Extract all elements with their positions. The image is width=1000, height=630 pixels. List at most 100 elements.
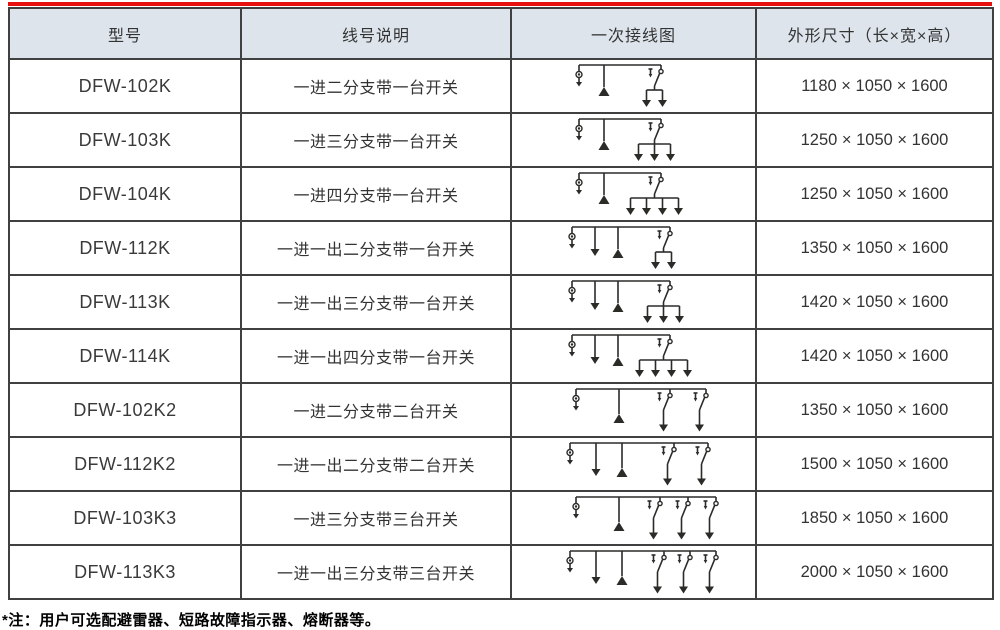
arrester-icon [574, 173, 583, 195]
single-line-diagram [574, 172, 683, 215]
incoming-cable-icon [613, 389, 624, 423]
incoming-cable-icon [612, 335, 623, 366]
model-cell: DFW-113K3 [8, 544, 242, 600]
load-switch-icon [651, 551, 667, 573]
table-row: DFW-112K2 一进一出二分支带二台开关 1500 × 1050 × 1600 [8, 436, 994, 492]
load-switch-icon [657, 227, 673, 249]
dimensions-cell: 1350 × 1050 × 1600 [755, 382, 994, 438]
branch-arrows [648, 518, 658, 540]
arrester-icon [565, 443, 574, 465]
single-line-diagram [574, 118, 675, 161]
diagram-cell [510, 274, 757, 330]
outgoing-cable-icon [590, 335, 599, 364]
single-line-diagram [571, 496, 719, 540]
table-row: DFW-103K 一进三分支带一台开关 1250 × 1050 × 1600 [8, 112, 994, 168]
load-switch-icon [703, 551, 719, 573]
branch-arrows [704, 572, 714, 594]
incoming-cable-icon [598, 119, 609, 150]
model-cell: DFW-112K [8, 220, 242, 276]
description-cell: 一进一出三分支带一台开关 [240, 274, 512, 330]
model-cell: DFW-112K2 [8, 436, 242, 492]
incoming-cable-icon [612, 281, 623, 312]
dimensions-cell: 1850 × 1050 × 1600 [755, 490, 994, 546]
model-cell: DFW-102K [8, 58, 242, 114]
table-row: DFW-112K 一进一出二分支带一台开关 1350 × 1050 × 1600 [8, 220, 994, 276]
load-switch-icon [657, 335, 673, 357]
load-switch-icon [647, 497, 663, 519]
table-body: DFW-102K 一进二分支带一台开关 1180 × 1050 × 1600 DFW-… [8, 58, 994, 600]
table-row: DFW-114K 一进一出四分支带一台开关 1420 × 1050 × 1600 [8, 328, 994, 384]
description-cell: 一进二分支带二台开关 [240, 382, 512, 438]
model-cell: DFW-103K [8, 112, 242, 168]
load-switch-icon [648, 65, 664, 87]
dimensions-cell: 1180 × 1050 × 1600 [755, 58, 994, 114]
diagram-cell [510, 220, 757, 276]
branch-arrows [633, 140, 675, 161]
column-header-diagram: 一次接线图 [510, 7, 757, 60]
arrester-icon [571, 497, 580, 519]
arrester-icon [565, 551, 574, 573]
diagram-cell [510, 490, 757, 546]
dimensions-cell: 1420 × 1050 × 1600 [755, 328, 994, 384]
load-switch-icon [677, 551, 693, 573]
diagram-cell [510, 328, 757, 384]
load-switch-icon [695, 443, 711, 465]
footnote: *注：用户可选配避雷器、短路故障指示器、熔断器等。 [2, 612, 381, 629]
table-row: DFW-113K 一进一出三分支带一台开关 1420 × 1050 × 1600 [8, 274, 994, 330]
table-header-row: 型号 线号说明 一次接线图 外形尺寸（长×宽×高） [8, 7, 994, 60]
branch-arrows [634, 356, 692, 377]
description-cell: 一进一出三分支带三台开关 [240, 544, 512, 600]
incoming-cable-icon [598, 173, 609, 204]
table-row: DFW-102K 一进二分支带一台开关 1180 × 1050 × 1600 [8, 58, 994, 114]
branch-arrows [694, 410, 704, 432]
incoming-cable-icon [616, 443, 627, 477]
branch-arrows [650, 248, 676, 269]
table-row: DFW-104K 一进四分支带一台开关 1250 × 1050 × 1600 [8, 166, 994, 222]
table-row: DFW-113K3 一进一出三分支带三台开关 2000 × 1050 × 1600 [8, 544, 994, 600]
dimensions-cell: 1350 × 1050 × 1600 [755, 220, 994, 276]
single-line-diagram [567, 226, 676, 269]
incoming-cable-icon [612, 227, 623, 258]
dimensions-cell: 1420 × 1050 × 1600 [755, 274, 994, 330]
branch-arrows [652, 572, 662, 594]
single-line-diagram [574, 64, 667, 107]
description-cell: 一进四分支带一台开关 [240, 166, 512, 222]
branch-arrows [642, 302, 684, 323]
outgoing-cable-icon [590, 227, 599, 256]
load-switch-icon [661, 443, 677, 465]
column-header-description: 线号说明 [240, 7, 512, 60]
branch-arrows [641, 86, 667, 107]
model-cell: DFW-103K3 [8, 490, 242, 546]
arrester-icon [571, 389, 580, 411]
arrester-icon [574, 119, 583, 141]
load-switch-icon [675, 497, 691, 519]
model-cell: DFW-104K [8, 166, 242, 222]
diagram-cell [510, 58, 757, 114]
description-cell: 一进三分支带一台开关 [240, 112, 512, 168]
outgoing-cable-icon [591, 551, 600, 584]
description-cell: 一进一出二分支带二台开关 [240, 436, 512, 492]
branch-arrows [678, 572, 688, 594]
branch-arrows [676, 518, 686, 540]
dimensions-cell: 1500 × 1050 × 1600 [755, 436, 994, 492]
single-line-diagram [567, 280, 684, 323]
load-switch-icon [657, 281, 673, 303]
load-switch-icon [657, 389, 673, 411]
load-switch-icon [703, 497, 719, 519]
branch-arrows [696, 464, 706, 486]
single-line-diagram [571, 388, 709, 432]
table-row: DFW-102K2 一进二分支带二台开关 1350 × 1050 × 1600 [8, 382, 994, 438]
branch-arrows [658, 410, 668, 432]
load-switch-icon [648, 173, 664, 195]
diagram-cell [510, 382, 757, 438]
diagram-cell [510, 112, 757, 168]
diagram-cell [510, 166, 757, 222]
arrester-icon [567, 281, 576, 303]
column-header-dimensions: 外形尺寸（长×宽×高） [755, 7, 994, 60]
load-switch-icon [648, 119, 664, 141]
branch-arrows [704, 518, 714, 540]
dimensions-cell: 1250 × 1050 × 1600 [755, 166, 994, 222]
column-header-model: 型号 [8, 7, 242, 60]
top-accent-line [8, 2, 992, 6]
